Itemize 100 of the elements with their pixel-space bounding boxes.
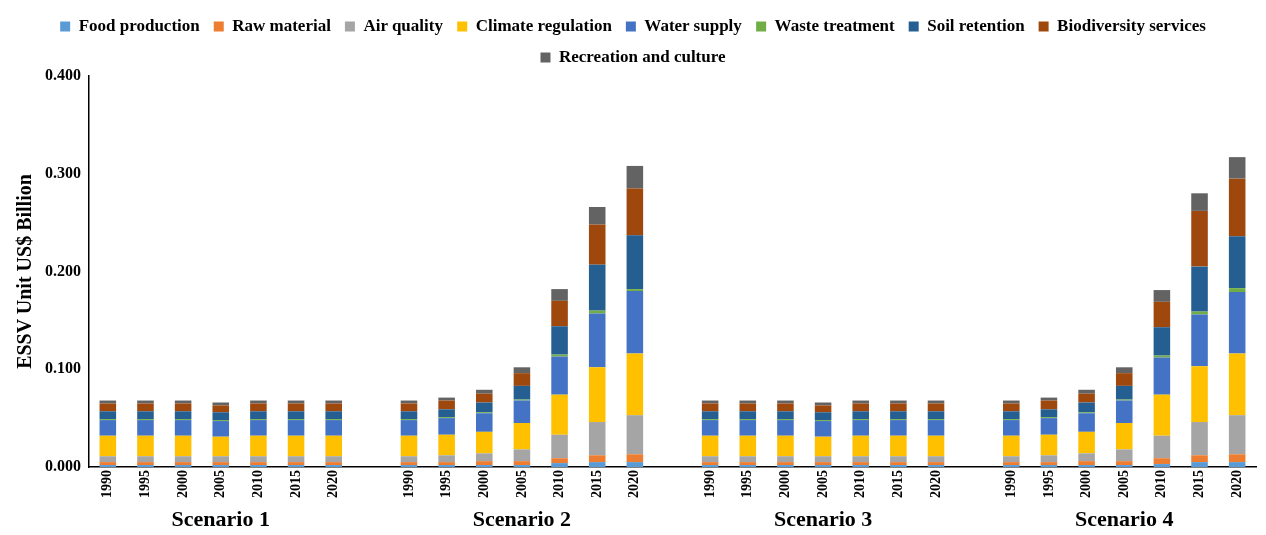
bar [1153,458,1171,465]
bar [626,353,644,416]
text: Scenario 3 [773,505,873,531]
bar [1228,415,1246,455]
bar [1078,431,1095,454]
text: Scenario 1 [171,505,270,531]
x-tick-label: 2010 [250,470,266,498]
bar [701,411,719,420]
legend-label: Food production [78,15,201,35]
bar [438,397,455,401]
bar [174,456,192,463]
bar [701,403,719,412]
bar [1191,366,1208,423]
bar [551,434,568,459]
bar [513,461,531,466]
bar [588,422,606,456]
x-tick-label: 2000 [777,470,793,498]
bar [626,454,644,463]
bar [1191,311,1208,315]
bar [1040,418,1058,435]
bar [852,403,870,412]
bar [325,456,342,463]
bar [438,418,455,435]
bar [588,367,606,423]
bar [99,456,117,463]
bar [99,435,117,457]
x-tick-label: 2000 [475,470,491,498]
bar [137,411,154,420]
bar [1191,210,1208,267]
bar [551,463,568,467]
bar [588,313,606,368]
bar [475,453,493,462]
x-tick-label: 2010 [1153,470,1169,498]
bar [852,435,870,457]
bar [137,403,154,412]
bar [1115,367,1133,374]
bar [890,435,907,457]
bar [777,403,794,412]
bar [1191,455,1208,463]
bar [588,264,606,311]
legend-label: Biodiversity services [1057,15,1207,35]
x-tick-label: 2015 [889,470,905,498]
bar [1228,462,1246,467]
bar [475,431,493,454]
bar [890,411,907,420]
bar [1191,314,1208,367]
bar [174,420,192,436]
bar [475,461,493,466]
bar [814,402,832,406]
x-tick-label: 2010 [852,470,868,498]
bar [1191,266,1208,312]
bar [1078,389,1095,394]
y-tick-label: 0.300 [45,163,81,181]
legend-label: Recreation and culture [558,46,726,66]
bar [137,456,154,463]
bar [739,411,757,420]
bar [814,405,832,413]
bar [400,420,418,436]
bar [1115,373,1133,386]
bar [890,456,907,463]
bar [777,411,794,420]
bar [1078,393,1095,403]
x-tick-label: 2015 [588,470,604,498]
bar [814,436,832,457]
bar [400,456,418,463]
bar [739,403,757,412]
bar [99,420,117,436]
bar [701,456,719,463]
bar [1078,453,1095,462]
bar [1153,394,1171,436]
bar [626,462,644,467]
bar [701,420,719,436]
bar [588,206,606,225]
bar [852,420,870,436]
bar [438,400,455,410]
legend-label: Water supply [644,15,743,35]
bar [1228,353,1246,416]
bar [777,435,794,457]
bar [890,420,907,436]
x-tick-label: 2000 [174,470,190,498]
bar [400,411,418,420]
bar [890,403,907,412]
bar [250,435,267,457]
bar [99,403,117,412]
bar [927,456,945,463]
bar [814,412,832,421]
bar [551,300,568,327]
bar [1115,449,1133,462]
bar [513,449,531,462]
bar [1228,178,1246,237]
bar [1040,455,1058,463]
bar [475,413,493,432]
x-tick-label: 1990 [400,470,416,498]
bar [174,411,192,420]
legend-label: Climate regulation [475,15,613,35]
bar [513,400,531,424]
bar [1040,434,1058,456]
x-tick-label: 2015 [287,470,303,498]
bar [1153,301,1171,328]
x-tick-label: 2020 [927,470,943,498]
